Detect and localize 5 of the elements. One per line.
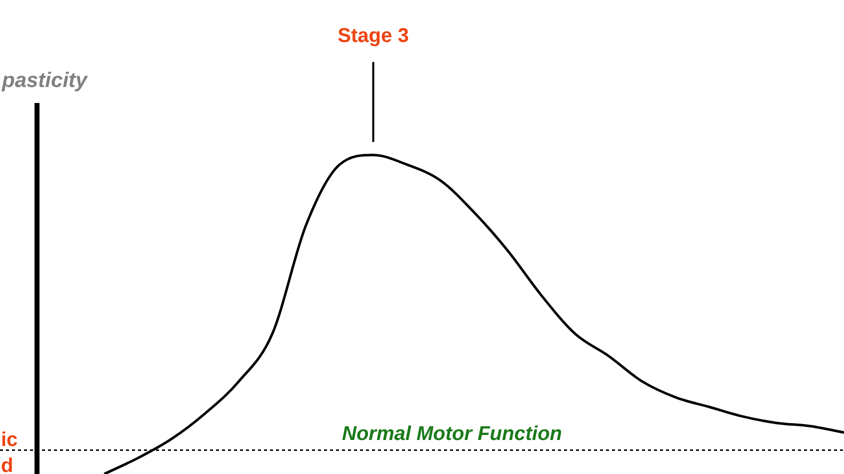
annotation: d (1, 455, 14, 474)
text: Stage 3 (338, 25, 409, 47)
y-axis-title: pasticity (1, 69, 89, 92)
ref-line-label: Normal Motor Function (342, 423, 562, 446)
annotation: ic (1, 429, 18, 452)
